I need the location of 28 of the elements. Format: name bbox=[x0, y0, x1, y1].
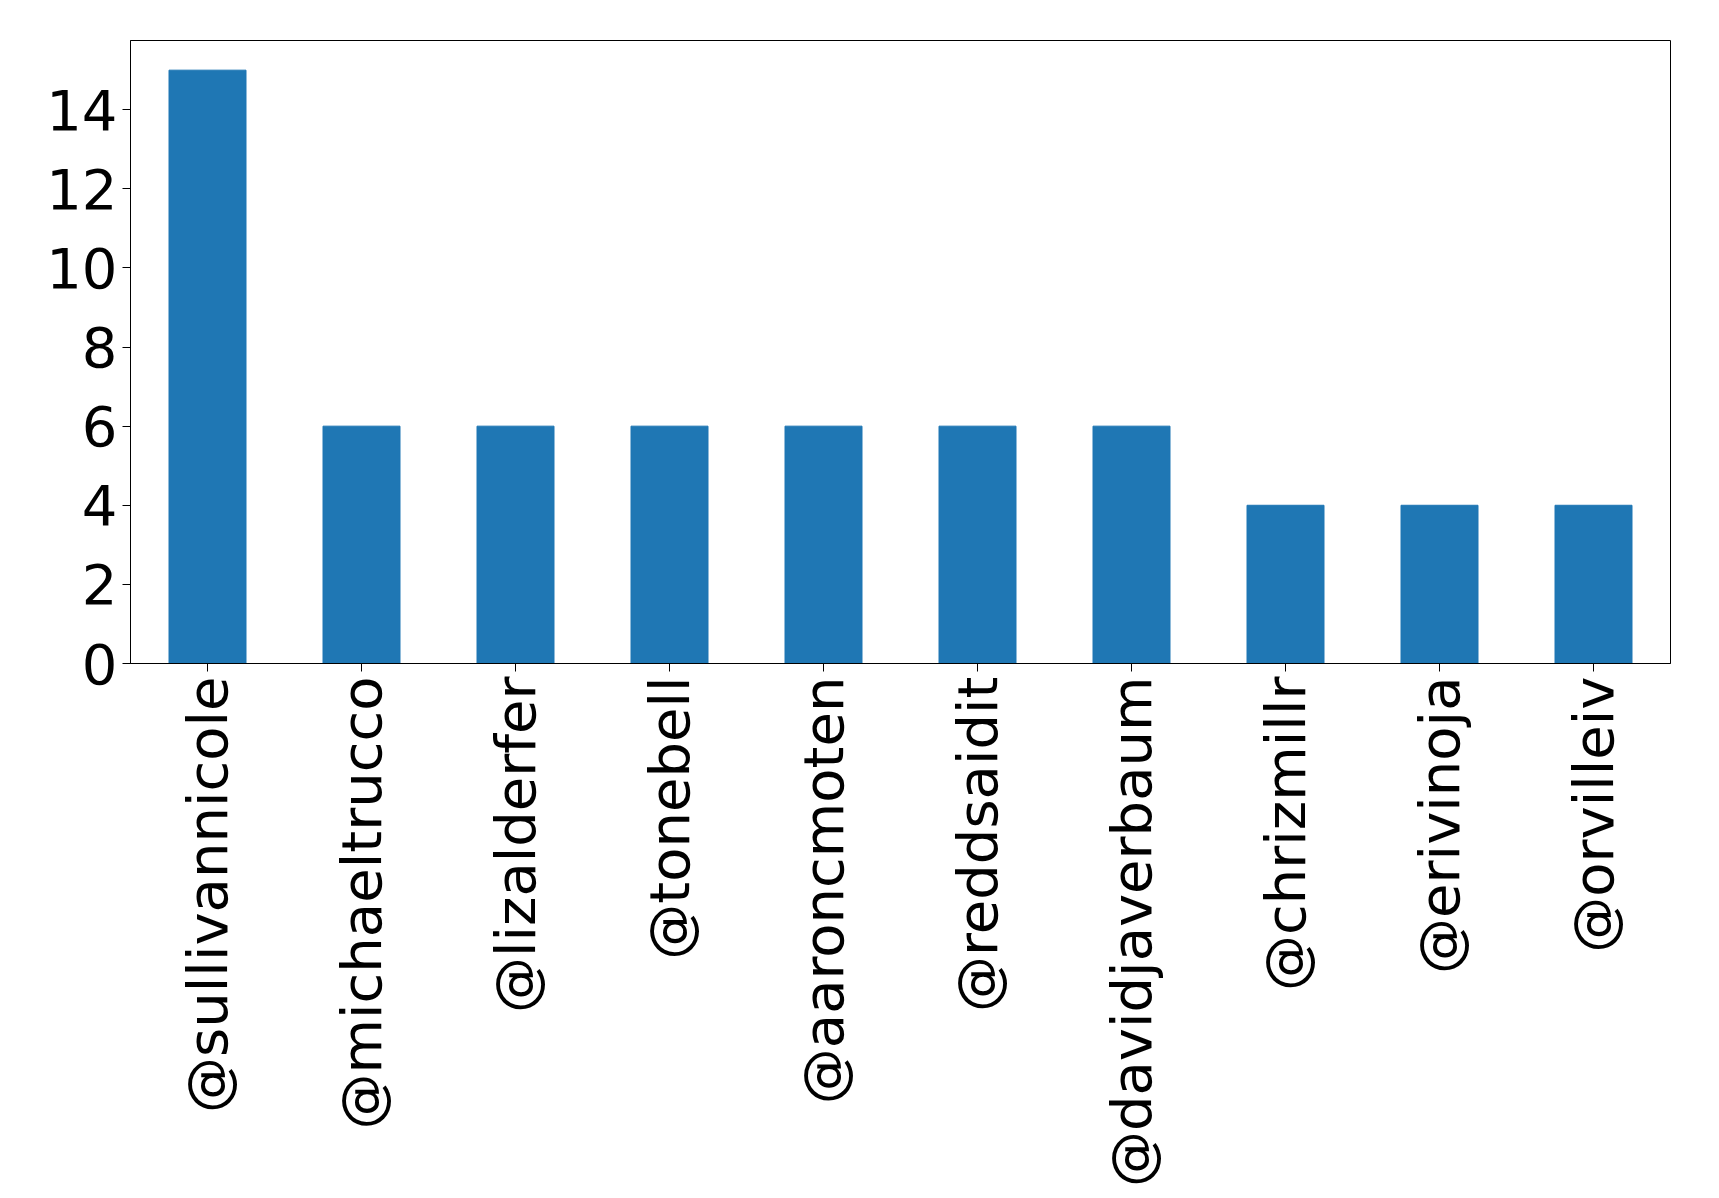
bar bbox=[476, 425, 555, 664]
x-tick-label: @erivinoja bbox=[1407, 676, 1472, 974]
y-tick-label: 2 bbox=[81, 552, 118, 618]
x-tick-label: @davidjaverbaum bbox=[1099, 676, 1164, 1188]
bar bbox=[1554, 504, 1633, 664]
y-tick-label: 0 bbox=[81, 631, 118, 697]
x-tick-label: @aaroncmoten bbox=[791, 676, 856, 1105]
bar bbox=[784, 425, 863, 664]
bar bbox=[1246, 504, 1325, 664]
bar bbox=[1092, 425, 1171, 664]
y-tick-label: 14 bbox=[46, 77, 118, 143]
bar bbox=[938, 425, 1017, 664]
y-tick-label: 12 bbox=[46, 156, 118, 222]
y-tick-label: 10 bbox=[46, 235, 118, 301]
y-tick-label: 8 bbox=[81, 315, 118, 381]
x-tick-label: @reddsaidit bbox=[945, 676, 1010, 1012]
x-tick-label: @tonebell bbox=[637, 676, 702, 960]
x-tick-label: @orvilleiv bbox=[1561, 676, 1626, 953]
x-tick-label: @michaeltrucco bbox=[329, 676, 394, 1130]
y-tick-label: 6 bbox=[81, 394, 118, 460]
y-tick-label: 4 bbox=[81, 473, 118, 539]
x-tick-label: @sullivannicole bbox=[175, 676, 240, 1113]
bar bbox=[1400, 504, 1479, 664]
x-tick-label: @lizalderfer bbox=[483, 675, 548, 1014]
bar bbox=[168, 69, 247, 664]
x-tick-label: @chrizmillr bbox=[1253, 675, 1318, 992]
bar bbox=[630, 425, 709, 664]
bar bbox=[322, 425, 401, 664]
